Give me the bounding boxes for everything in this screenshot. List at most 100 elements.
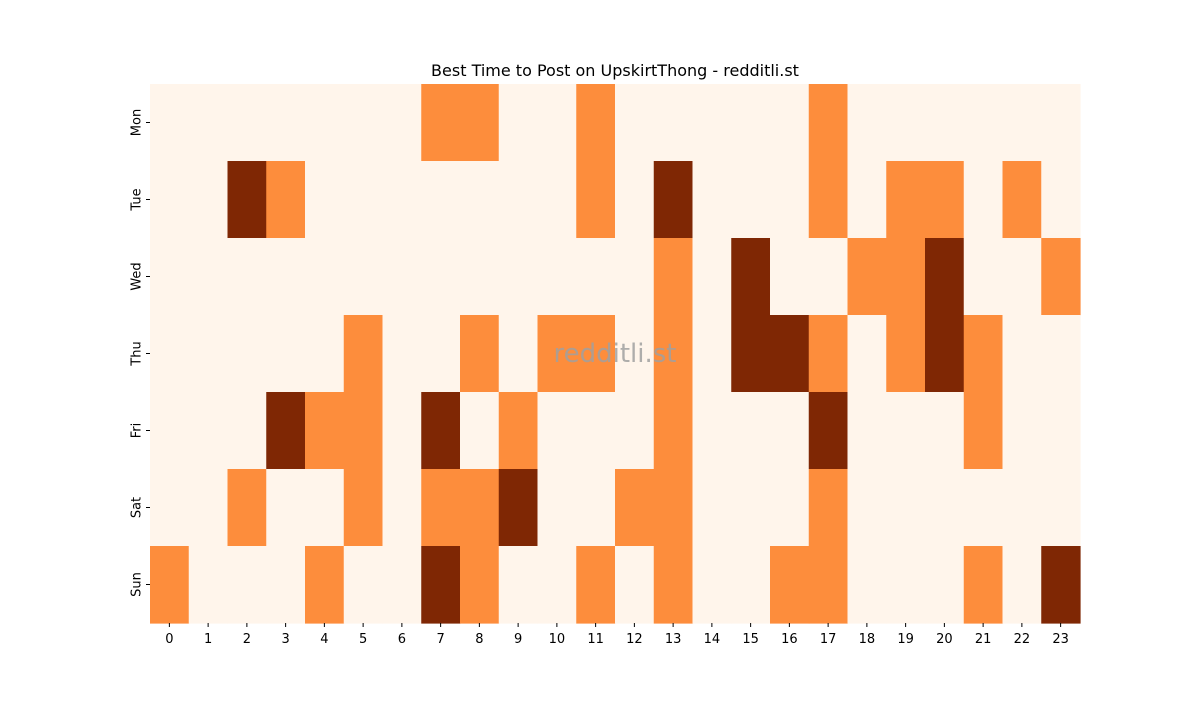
heatmap-cell-sat-22	[1002, 469, 1042, 547]
heatmap-cell-fri-21	[963, 392, 1004, 470]
heatmap-cell-fri-11	[576, 392, 616, 470]
heatmap-cell-mon-12	[615, 84, 655, 162]
heatmap-cell-thu-2	[227, 315, 267, 393]
heatmap-cell-mon-18	[847, 84, 887, 162]
x-tick-label: 5	[359, 632, 367, 647]
heatmap-cell-fri-20	[925, 392, 965, 470]
heatmap-cell-mon-8	[460, 84, 500, 162]
heatmap-cell-tue-10	[537, 161, 577, 239]
heatmap-cell-fri-18	[847, 392, 887, 470]
heatmap-cell-wed-7	[421, 238, 461, 316]
heatmap-cell-wed-0	[150, 238, 190, 316]
heatmap-cell-thu-18	[847, 315, 887, 393]
heatmap-cell-tue-3	[266, 161, 306, 239]
heatmap-cell-sat-20	[925, 469, 965, 547]
x-tick-label: 0	[165, 632, 173, 647]
heatmap-cell-sun-2	[227, 546, 267, 624]
heatmap-cell-wed-3	[266, 238, 306, 316]
heatmap-cell-sun-17	[808, 546, 849, 624]
heatmap-cell-mon-7	[421, 84, 461, 162]
heatmap-cell-thu-0	[150, 315, 190, 393]
y-tick-label: Wed	[130, 262, 145, 290]
heatmap-cell-tue-2	[227, 161, 267, 239]
x-tick-label: 6	[398, 632, 406, 647]
heatmap-cell-fri-6	[382, 392, 422, 470]
x-tick-label: 1	[204, 632, 212, 647]
heatmap-cell-thu-7	[421, 315, 461, 393]
heatmap-cell-tue-0	[150, 161, 190, 239]
heatmap-cell-wed-9	[498, 238, 539, 316]
heatmap-cell-thu-4	[305, 315, 345, 393]
x-tick-label: 18	[859, 632, 876, 647]
heatmap-cell-thu-23	[1041, 315, 1081, 393]
heatmap-cell-sun-18	[847, 546, 887, 624]
heatmap-cell-fri-12	[615, 392, 655, 470]
x-tick-label: 2	[243, 632, 251, 647]
heatmap-cell-mon-21	[963, 84, 1004, 162]
heatmap-cell-wed-12	[615, 238, 655, 316]
heatmap-cell-thu-14	[692, 315, 732, 393]
heatmap-cell-sun-21	[963, 546, 1004, 624]
y-tick-label: Sun	[130, 572, 145, 597]
heatmap-cell-tue-17	[808, 161, 849, 239]
heatmap-cell-wed-20	[925, 238, 965, 316]
x-tick-label: 7	[436, 632, 444, 647]
heatmap-cell-wed-17	[808, 238, 849, 316]
heatmap-cell-sun-15	[731, 546, 771, 624]
heatmap-cell-sat-8	[460, 469, 500, 547]
heatmap-cell-mon-15	[731, 84, 771, 162]
heatmap-cell-sun-8	[460, 546, 500, 624]
heatmap-cell-fri-13	[653, 392, 694, 470]
heatmap-cell-fri-23	[1041, 392, 1081, 470]
heatmap-cell-tue-18	[847, 161, 887, 239]
heatmap-cell-fri-2	[227, 392, 267, 470]
heatmap-cell-thu-3	[266, 315, 306, 393]
heatmap-cell-fri-10	[537, 392, 577, 470]
heatmap-cell-thu-5	[343, 315, 384, 393]
heatmap-cell-sat-10	[537, 469, 577, 547]
heatmap-cell-tue-6	[382, 161, 422, 239]
heatmap-cell-wed-13	[653, 238, 694, 316]
heatmap-cell-sat-11	[576, 469, 616, 547]
x-tick-label: 16	[781, 632, 798, 647]
heatmap-cell-wed-11	[576, 238, 616, 316]
heatmap-cell-mon-6	[382, 84, 422, 162]
heatmap-cell-thu-1	[188, 315, 229, 393]
x-tick-label: 8	[475, 632, 483, 647]
heatmap-cell-mon-3	[266, 84, 306, 162]
heatmap-cell-sun-5	[343, 546, 384, 624]
heatmap-cell-tue-12	[615, 161, 655, 239]
heatmap-cell-mon-1	[188, 84, 229, 162]
x-tick-label: 13	[665, 632, 682, 647]
heatmap-cell-thu-17	[808, 315, 849, 393]
heatmap-cell-sat-0	[150, 469, 190, 547]
heatmap-cell-sat-1	[188, 469, 229, 547]
heatmap-cell-mon-14	[692, 84, 732, 162]
heatmap-cell-mon-4	[305, 84, 345, 162]
x-tick-label: 9	[514, 632, 522, 647]
heatmap-cell-fri-3	[266, 392, 306, 470]
heatmap-cell-wed-22	[1002, 238, 1042, 316]
heatmap-cell-mon-17	[808, 84, 849, 162]
heatmap-cell-sun-16	[770, 546, 810, 624]
heatmap-cell-wed-19	[886, 238, 926, 316]
heatmap-cell-mon-19	[886, 84, 926, 162]
heatmap-cell-sun-0	[150, 546, 190, 624]
x-tick-label: 11	[587, 632, 604, 647]
heatmap-cell-thu-16	[770, 315, 810, 393]
heatmap-cell-sat-19	[886, 469, 926, 547]
heatmap-cell-sat-15	[731, 469, 771, 547]
x-tick-label: 4	[320, 632, 328, 647]
heatmap-cell-sun-6	[382, 546, 422, 624]
heatmap-cell-wed-8	[460, 238, 500, 316]
heatmap-cell-thu-11	[576, 315, 616, 393]
x-tick-label: 14	[704, 632, 721, 647]
heatmap-cell-fri-17	[808, 392, 849, 470]
heatmap-cell-mon-5	[343, 84, 384, 162]
heatmap-cell-mon-13	[653, 84, 694, 162]
heatmap-cell-tue-11	[576, 161, 616, 239]
heatmap-cell-mon-2	[227, 84, 267, 162]
heatmap-cell-tue-21	[963, 161, 1004, 239]
heatmap-cell-sat-16	[770, 469, 810, 547]
chart-title: Best Time to Post on UpskirtThong - redd…	[431, 61, 799, 80]
